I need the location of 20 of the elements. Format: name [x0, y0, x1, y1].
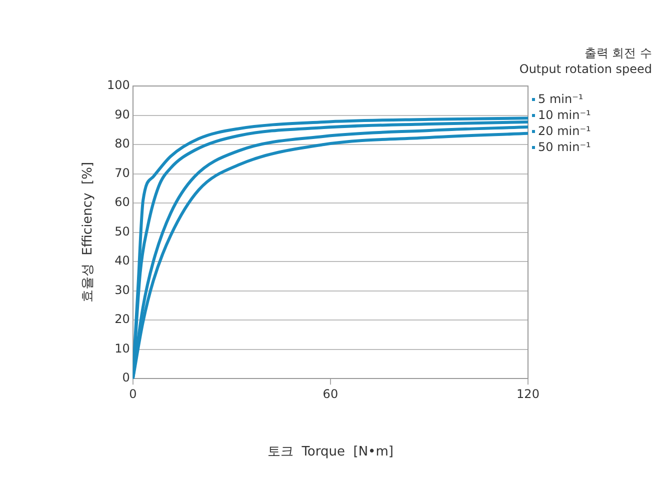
legend-label: 20 min⁻¹: [538, 124, 592, 138]
y-tick-label: 100: [107, 78, 130, 92]
legend-label: 5 min⁻¹: [538, 92, 584, 106]
legend-label: 10 min⁻¹: [538, 108, 592, 122]
y-tick-label: 70: [114, 166, 130, 180]
x-tick-label: 60: [322, 386, 338, 401]
x-axis-title: 토크 Torque [N•m]: [267, 444, 394, 460]
y-tick-label: 30: [114, 282, 130, 297]
y-tick-label: 80: [114, 136, 130, 151]
y-tick-label: 20: [114, 312, 130, 326]
y-tick-label: 60: [114, 195, 130, 210]
y-tick-label: 90: [114, 107, 130, 122]
legend-label: 50 min⁻¹: [538, 140, 592, 154]
y-tick-label: 10: [114, 341, 130, 356]
y-tick-label: 50: [114, 224, 130, 238]
x-tick-label: 120: [516, 386, 540, 401]
y-tick-label: 0: [122, 370, 130, 385]
legend-title: 출력 회전 수 Output rotation speed: [519, 46, 652, 76]
y-axis-title: 효율성 Efficiency [%]: [80, 162, 96, 303]
y-tick-label: 40: [114, 254, 130, 268]
